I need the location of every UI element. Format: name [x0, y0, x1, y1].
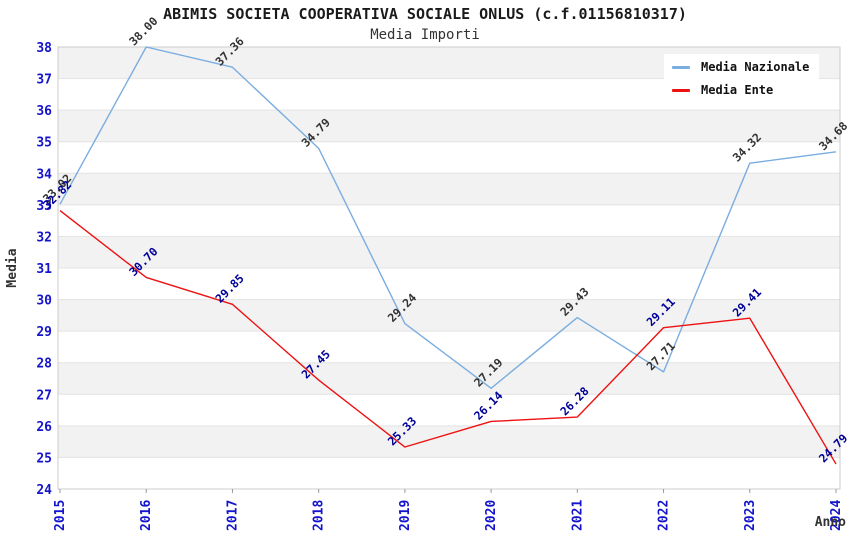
y-tick-label: 37	[36, 73, 52, 88]
x-tick-label: 2015	[53, 500, 68, 531]
y-tick-label: 30	[36, 294, 52, 309]
x-tick-label: 2022	[657, 500, 672, 531]
x-tick-label: 2017	[225, 500, 240, 531]
plot-band	[58, 394, 840, 426]
y-tick-label: 35	[36, 136, 52, 151]
x-tick-label: 2016	[139, 500, 154, 531]
legend-item-media-nazionale: Media Nazionale	[672, 60, 809, 74]
chart-subtitle: Media Importi	[370, 27, 480, 43]
legend-label-nazionale: Media Nazionale	[701, 60, 810, 74]
y-axis-title: Media	[5, 248, 20, 287]
x-tick-label: 2020	[484, 500, 499, 531]
plot-band	[58, 110, 840, 142]
plot-band	[58, 362, 840, 395]
plot-band	[58, 457, 840, 489]
y-tick-label: 24	[36, 483, 52, 498]
y-tick-label: 29	[36, 325, 52, 340]
legend-line-swatch-ente	[672, 88, 690, 92]
y-tick-label: 36	[36, 104, 52, 119]
point-label-nazionale: 38.00	[126, 14, 160, 48]
y-tick-label: 26	[36, 420, 52, 435]
plot-band	[58, 268, 840, 300]
legend: Media Nazionale Media Ente	[664, 54, 820, 103]
legend-label-ente: Media Ente	[701, 83, 774, 97]
chart-title: ABIMIS SOCIETA COOPERATIVA SOCIALE ONLUS…	[163, 5, 687, 23]
x-tick-label: 2019	[398, 500, 413, 531]
y-tick-label: 31	[36, 262, 52, 277]
y-tick-label: 32	[36, 230, 52, 245]
plot-band	[58, 299, 840, 332]
plot-band	[58, 236, 840, 268]
plot-border	[57, 46, 841, 490]
legend-line-swatch-nazionale	[672, 65, 690, 69]
plot-band	[58, 173, 840, 205]
series-line-media-ente	[59, 209, 837, 465]
x-tick-label: 2023	[743, 500, 758, 531]
y-tick-label: 25	[36, 451, 52, 466]
x-tick-label: 2024	[829, 500, 844, 531]
y-tick-label: 28	[36, 357, 52, 372]
legend-item-media-ente: Media Ente	[672, 83, 809, 97]
y-tick-label: 33	[36, 199, 52, 214]
plot-band	[58, 425, 840, 458]
plot-band	[58, 141, 840, 174]
series-line-media-nazionale	[59, 46, 837, 389]
y-tick-label: 34	[36, 167, 52, 182]
y-tick-label: 27	[36, 388, 52, 403]
x-axis-title: Anno	[815, 515, 846, 530]
x-tick-label: 2018	[312, 500, 327, 531]
plot-band	[58, 204, 840, 237]
plot-band	[58, 331, 840, 363]
y-tick-label: 38	[36, 41, 52, 56]
x-tick-label: 2021	[570, 500, 585, 531]
